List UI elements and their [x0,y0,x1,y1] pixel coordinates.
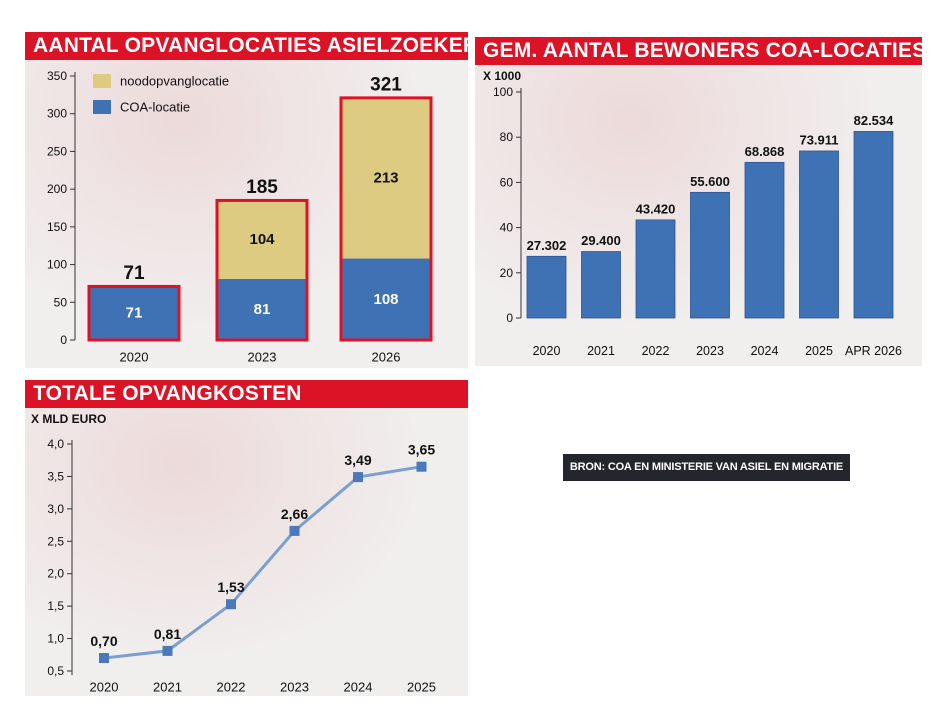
data-point [226,599,236,610]
legend-swatch [93,74,111,88]
bar-outline [215,198,309,342]
chart-bewoners-title: GEM. AANTAL BEWONERS COA-LOCATIES [475,37,926,65]
y-axis-unit: X 1000 [483,69,521,83]
x-tick-label: 2022 [217,680,246,695]
y-tick-label: 0,5 [47,664,64,678]
chart-opvanglocaties-plot: 0 50 100 150 200 250 300 350 71 71 2020 81 104 185 202… [47,69,433,365]
y-tick-label: 60 [500,175,514,189]
bar-segment [89,286,179,340]
data-point [289,525,300,536]
source-caption: BRON: COA EN MINISTERIE VAN ASIEL EN MIG… [563,454,850,481]
data-point [162,645,173,656]
bar-segment [217,200,307,279]
data-label: 1,53 [217,579,244,595]
bar-value-label: 29.400 [581,233,621,248]
y-tick-label: 150 [47,220,67,234]
data-label: 0,70 [90,633,117,649]
bar-value-label: 68.868 [745,144,785,159]
bar-value-label: 82.534 [854,113,895,128]
chart-opvanglocaties-title: AANTAL OPVANGLOCATIES ASIELZOEKERS [25,32,492,60]
y-tick-label: 1,5 [47,599,64,613]
y-tick-label: 3,5 [47,469,64,483]
bar [744,161,785,319]
x-tick-label: 2021 [587,344,615,358]
bar-segment [341,97,431,259]
y-tick-label: 300 [47,107,67,121]
bar-total-label: 71 [123,263,145,284]
bar-segment-label: 108 [373,291,398,308]
data-label: 0,81 [154,626,181,642]
x-tick-label: 2024 [751,344,779,358]
y-tick-label: 50 [54,295,68,309]
data-point [416,461,427,472]
chart-opvangkosten-title: TOTALE OPVANGKOSTEN [25,380,468,408]
chart-opvangkosten: X MLD EURO 0,5 1,0 1,5 2,0 2,5 3,0 3,5 4,0 0,70 20… [25,386,468,696]
data-point [353,472,363,483]
x-tick-label: 2025 [805,344,833,358]
x-tick-label: 2020 [533,344,561,358]
bar [526,255,567,319]
bar-value-label: 43.420 [636,201,676,216]
chart-bewoners-plot: X 1000 0 20 40 60 80 100 27.302 2020 29.400 2021 43… [483,69,902,358]
bar-value-label: 27.302 [527,238,567,253]
y-tick-label: 40 [500,221,514,235]
y-tick-label: 0 [506,311,513,325]
y-axis-unit: X MLD EURO [31,412,106,426]
y-tick-label: 0 [60,333,67,347]
x-tick-label: 2023 [280,680,309,695]
y-tick-label: 4,0 [47,437,64,451]
x-tick-label: 2023 [248,350,277,365]
bar-segment-label: 213 [373,170,398,187]
y-tick-label: 100 [493,85,513,99]
x-tick-label: APR 2026 [845,344,902,358]
legend-swatch [93,100,111,114]
y-tick-label: 200 [47,182,67,196]
bar [635,219,676,319]
x-tick-label: 2020 [120,350,149,365]
bar-total-label: 185 [246,177,278,198]
data-label: 2,66 [281,506,308,522]
y-tick-label: 2,5 [47,534,64,548]
y-tick-label: 3,0 [47,502,64,516]
x-tick-label: 2024 [344,680,373,695]
chart-bewoners: X 1000 0 20 40 60 80 100 27.302 2020 29.400 2021 43… [475,38,922,366]
series-line [103,465,422,660]
bar-segment-label: 71 [126,305,143,322]
y-tick-label: 1,0 [47,632,64,646]
x-tick-label: 2021 [153,680,182,695]
x-tick-label: 2026 [372,350,401,365]
data-label: 3,65 [408,442,435,458]
y-tick-label: 250 [47,144,67,158]
data-label: 3,49 [344,452,371,468]
bar [799,150,839,319]
x-tick-label: 2025 [407,680,436,695]
y-tick-label: 350 [47,69,67,83]
bar-segment-label: 104 [249,231,275,248]
legend-label: noodopvanglocatie [120,74,229,89]
bar-value-label: 55.600 [690,174,730,189]
bar-total-label: 321 [370,74,402,95]
legend-label: COA-locatie [120,100,190,115]
x-tick-label: 2020 [90,680,119,695]
y-tick-label: 80 [500,130,514,144]
bar [581,251,621,319]
bar [690,191,730,319]
bar-segment [217,278,307,340]
bar-segment [341,258,431,340]
chart-opvanglocaties: 0 50 100 150 200 250 300 350 71 71 2020 81 104 185 202… [25,38,468,368]
bar-outline [339,96,433,342]
y-tick-label: 20 [500,266,514,280]
y-tick-label: 2,0 [47,567,64,581]
bar-segment-label: 81 [254,301,271,318]
x-tick-label: 2023 [696,344,724,358]
bar-outline [87,284,181,342]
chart-opvangkosten-plot: X MLD EURO 0,5 1,0 1,5 2,0 2,5 3,0 3,5 4,0 0,70 20… [31,412,436,695]
bar [853,131,894,319]
x-tick-label: 2022 [642,344,670,358]
y-tick-label: 100 [47,258,67,272]
data-point [99,653,109,664]
bar-value-label: 73.911 [799,132,838,147]
